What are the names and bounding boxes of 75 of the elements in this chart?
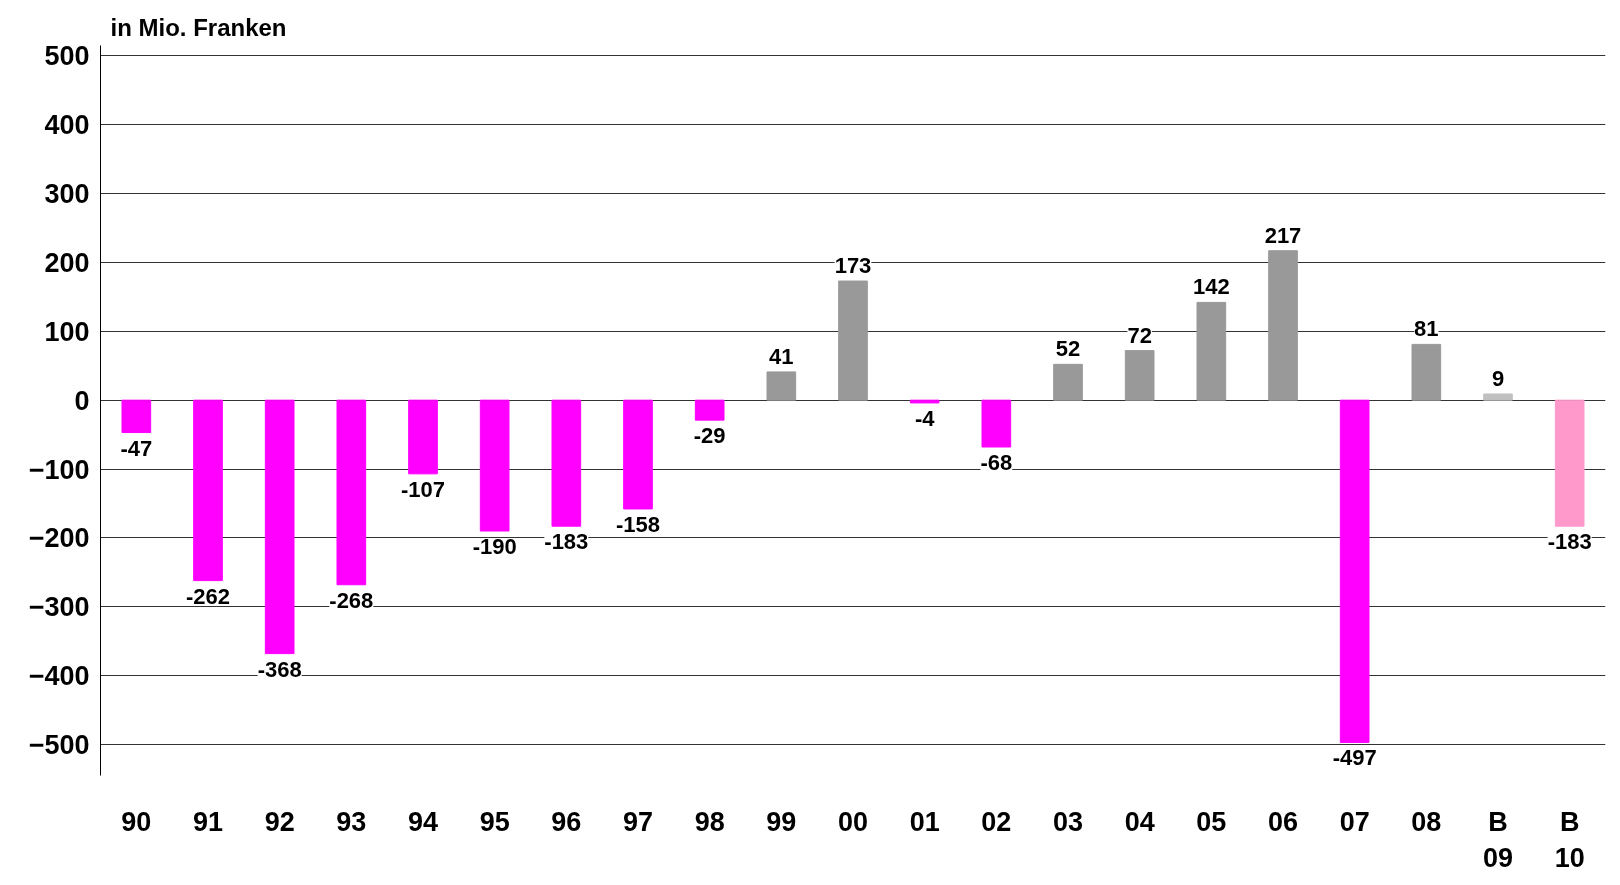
y-tick-label: −200	[28, 523, 90, 554]
x-tick-label: B 10	[1554, 806, 1585, 873]
x-tick-label: 96	[551, 806, 582, 837]
x-tick-label: 98	[694, 806, 725, 837]
data-label: 142	[1192, 274, 1230, 300]
x-tick-label: 05	[1196, 806, 1227, 837]
bar	[1268, 250, 1298, 401]
x-tick-label: 95	[479, 806, 510, 837]
x-tick-label: 91	[192, 806, 224, 837]
x-tick-label: 97	[622, 806, 654, 837]
data-label: -497	[1332, 745, 1377, 771]
bar	[909, 399, 940, 404]
data-label: 173	[834, 253, 872, 279]
data-label: -4	[914, 405, 936, 431]
x-tick-label: 07	[1339, 806, 1370, 837]
bar	[264, 399, 295, 655]
bar	[838, 280, 868, 401]
data-label: 72	[1127, 322, 1152, 348]
x-tick-label: 92	[264, 806, 295, 837]
data-label: -29	[693, 423, 726, 449]
data-label: -47	[120, 435, 153, 461]
data-label: -183	[1547, 529, 1592, 555]
bar	[981, 399, 1012, 448]
bar	[1124, 350, 1155, 401]
x-tick-label: 99	[766, 806, 797, 837]
data-label: 217	[1264, 222, 1302, 248]
data-label: -190	[472, 534, 517, 560]
x-tick-label: 01	[909, 806, 940, 837]
x-tick-label: 08	[1411, 806, 1442, 837]
data-label: -262	[185, 583, 231, 609]
x-tick-label: 90	[121, 806, 152, 837]
x-tick-label: 00	[837, 806, 869, 837]
bar	[1339, 399, 1370, 743]
y-tick-label: −500	[28, 730, 90, 761]
data-label: 52	[1055, 336, 1081, 362]
y-tick-label: 300	[44, 179, 90, 210]
data-label: 41	[769, 343, 794, 369]
chart-title: in Mio. Franken	[110, 13, 287, 41]
y-tick-label: 0	[74, 385, 90, 416]
y-tick-label: −400	[28, 661, 90, 692]
y-tick-label: −300	[28, 592, 90, 623]
x-tick-label: 93	[336, 806, 367, 837]
data-label: 9	[1491, 365, 1505, 391]
bar	[623, 399, 653, 510]
x-tick-label: B 09	[1482, 806, 1514, 873]
data-label: -68	[980, 450, 1013, 475]
y-tick-label: 500	[44, 41, 90, 72]
y-tick-label: 200	[44, 247, 90, 278]
data-label: 81	[1414, 316, 1439, 342]
bar	[336, 399, 367, 586]
bar	[766, 371, 797, 401]
bar	[1053, 363, 1083, 401]
bar	[408, 399, 438, 475]
x-tick-label: 04	[1124, 806, 1155, 837]
bar	[1483, 393, 1513, 401]
bar	[1554, 399, 1585, 527]
x-tick-label: 03	[1052, 806, 1084, 837]
bar	[121, 399, 152, 434]
x-tick-label: 02	[981, 806, 1012, 837]
y-tick-label: 100	[44, 316, 90, 347]
x-tick-label: 94	[407, 806, 439, 837]
y-tick-label: 400	[44, 110, 90, 141]
x-tick-label: 06	[1267, 806, 1299, 837]
y-tick-label: −100	[28, 454, 90, 485]
data-label: -183	[544, 529, 589, 555]
bar	[1411, 343, 1442, 401]
data-label: -368	[257, 656, 302, 682]
bar	[551, 399, 582, 527]
bar	[694, 399, 725, 421]
data-label: -158	[615, 511, 661, 537]
data-label: -107	[400, 476, 446, 502]
bar	[193, 399, 223, 582]
data-label: -268	[329, 587, 374, 613]
bar	[1196, 301, 1227, 401]
bar	[479, 399, 510, 532]
